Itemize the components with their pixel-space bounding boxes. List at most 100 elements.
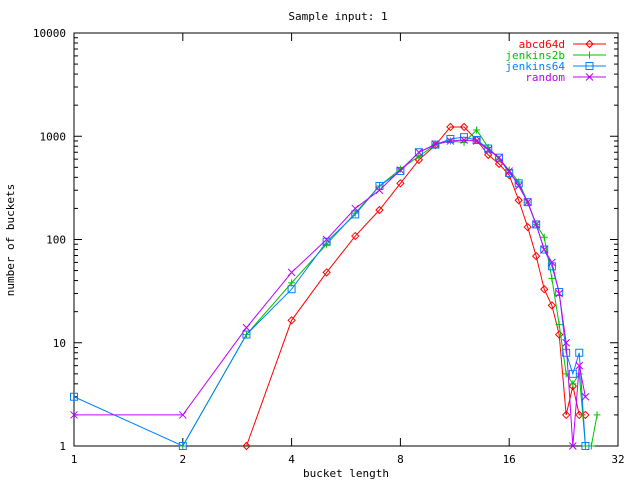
data-point-abcd64d <box>242 441 251 451</box>
y-tick-label: 1 <box>59 440 66 453</box>
legend-item-jenkins64: jenkins64 <box>505 60 606 73</box>
data-point-jenkins64 <box>540 245 549 254</box>
legend-marker <box>585 62 594 70</box>
data-point-jenkins64 <box>287 285 296 294</box>
y-tick-label: 10000 <box>33 27 66 40</box>
data-point-random <box>562 338 571 347</box>
data-point-random <box>581 392 590 401</box>
data-point-jenkins64 <box>568 369 577 378</box>
legend-marker <box>585 39 594 49</box>
data-point-jenkins64 <box>396 167 405 176</box>
data-point-random <box>495 153 503 162</box>
legend-item-abcd64d: abcd64d <box>519 38 606 51</box>
data-point-random <box>415 148 423 157</box>
y-axis-label: number of buckets <box>4 184 17 297</box>
plot-frame <box>73 32 619 447</box>
data-point-jenkins64 <box>523 198 532 207</box>
series-line-jenkins2b <box>182 129 598 447</box>
x-tick-label: 1 <box>71 453 78 466</box>
data-point-jenkins64 <box>472 135 481 144</box>
data-point-jenkins64 <box>242 330 251 339</box>
x-tick-label: 2 <box>179 453 186 466</box>
data-point-abcd64d <box>322 268 331 277</box>
data-point-abcd64d <box>540 285 549 294</box>
x-axis-label: bucket length <box>303 467 389 480</box>
data-point-random <box>568 442 577 450</box>
data-point-jenkins2b <box>415 152 423 160</box>
data-point-abcd64d <box>351 231 360 241</box>
data-point-random <box>532 220 541 229</box>
data-point-abcd64d <box>287 316 296 325</box>
data-point-random <box>575 361 584 370</box>
legend-label: random <box>525 71 565 84</box>
series-line-jenkins64 <box>73 136 586 447</box>
data-point-random <box>396 166 405 174</box>
x-tick-label: 32 <box>611 453 624 466</box>
data-point-abcd64d <box>375 205 384 215</box>
x-tick-label: 4 <box>288 453 295 466</box>
data-point-abcd64d <box>396 179 405 188</box>
data-point-jenkins2b <box>569 380 577 388</box>
data-point-random <box>472 137 481 145</box>
y-tick-label: 100 <box>46 234 66 247</box>
x-tick-label: 16 <box>503 453 516 466</box>
data-point-jenkins64 <box>446 135 455 144</box>
data-point-jenkins64 <box>431 140 440 149</box>
data-point-random <box>514 182 523 190</box>
series-jenkins2b <box>179 126 601 450</box>
data-point-random <box>555 289 564 298</box>
data-point-jenkins2b <box>540 233 548 241</box>
data-point-abcd64d <box>523 222 532 232</box>
series-line-random <box>74 139 586 447</box>
data-point-jenkins2b <box>593 411 601 419</box>
data-point-random <box>446 137 455 145</box>
data-point-jenkins64 <box>70 392 78 401</box>
data-point-jenkins2b <box>555 321 563 329</box>
data-point-random <box>548 258 556 267</box>
data-point-jenkins2b <box>548 274 556 282</box>
legend-label: abcd64d <box>519 38 565 51</box>
legend-marker <box>586 51 593 59</box>
legend-item-random: random <box>525 71 606 84</box>
data-point-jenkins64 <box>351 210 360 219</box>
data-point-jenkins64 <box>322 237 331 246</box>
legend-marker <box>585 73 594 81</box>
data-point-random <box>287 268 296 277</box>
data-point-jenkins64 <box>484 144 493 153</box>
data-point-random <box>375 186 384 195</box>
data-point-jenkins64 <box>532 220 541 229</box>
data-point-random <box>523 198 532 207</box>
chart-title: Sample input: 1 <box>288 10 387 23</box>
data-point-jenkins2b <box>473 126 481 134</box>
legend-label: jenkins2b <box>505 49 565 62</box>
data-point-abcd64d <box>547 301 557 310</box>
data-point-random <box>505 167 514 175</box>
data-point-jenkins64 <box>414 148 423 157</box>
data-point-jenkins64 <box>505 169 514 178</box>
data-point-jenkins64 <box>581 442 590 450</box>
data-point-abcd64d <box>514 196 523 205</box>
data-point-abcd64d <box>561 410 571 420</box>
data-point-abcd64d <box>459 122 469 132</box>
y-tick-label: 10 <box>53 337 66 350</box>
data-point-jenkins64 <box>375 181 384 190</box>
data-point-abcd64d <box>531 251 541 261</box>
data-point-random <box>460 136 468 144</box>
data-point-random <box>351 204 360 213</box>
data-point-random <box>242 323 251 332</box>
y-tick-label: 1000 <box>40 130 67 143</box>
series-line-abcd64d <box>245 126 586 447</box>
data-point-jenkins64 <box>178 442 187 450</box>
data-point-random <box>322 235 331 244</box>
data-point-abcd64d <box>554 330 564 339</box>
data-point-abcd64d <box>581 410 590 420</box>
legend-item-jenkins2b: jenkins2b <box>505 49 606 62</box>
data-point-random <box>70 411 78 419</box>
data-point-jenkins64 <box>495 153 504 162</box>
data-point-random <box>484 145 493 154</box>
data-point-random <box>431 140 440 148</box>
legend-label: jenkins64 <box>505 60 565 73</box>
x-tick-label: 8 <box>397 453 404 466</box>
